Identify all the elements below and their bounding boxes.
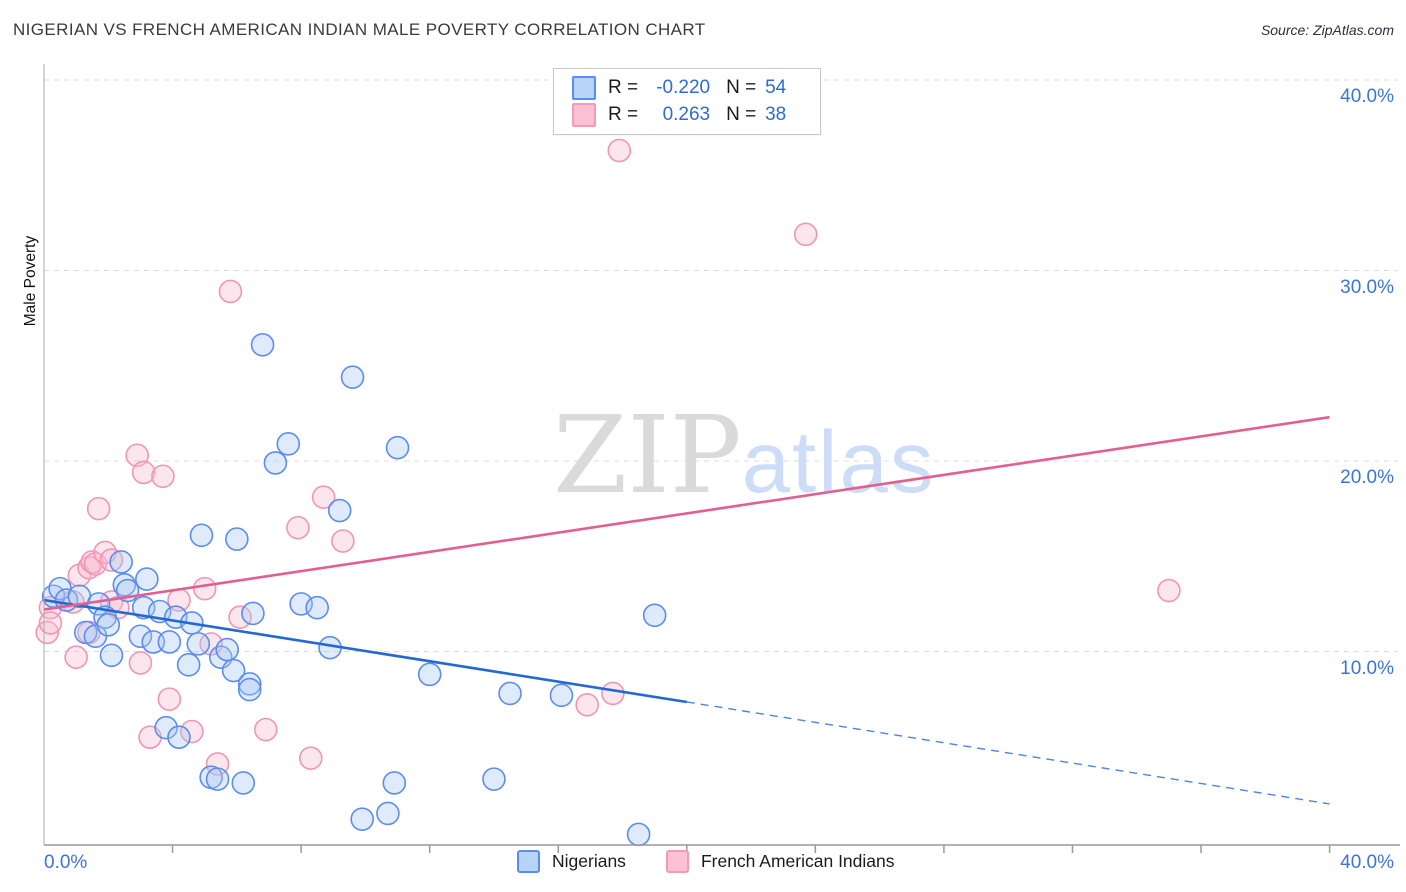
scatter-point-french-american-indians[interactable]: [151, 464, 175, 489]
scatter-point-french-american-indians[interactable]: [601, 681, 625, 706]
scatter-point-nigerians[interactable]: [549, 683, 574, 708]
page-title: NIGERIAN VS FRENCH AMERICAN INDIAN MALE …: [13, 20, 706, 39]
scatter-point-nigerians[interactable]: [205, 767, 230, 791]
series-legend: Nigerians French American Indians: [517, 850, 895, 873]
legend-item-nigerians[interactable]: Nigerians: [517, 850, 626, 873]
scatter-point-french-american-indians[interactable]: [286, 515, 310, 540]
source-attribution: Source: ZipAtlas.com: [1260, 22, 1394, 38]
scatter-point-french-american-indians[interactable]: [128, 651, 153, 675]
r-label: R =: [608, 76, 639, 98]
trendline-nigerians: [43, 598, 688, 704]
x-axis-min-label: 0.0%: [44, 852, 88, 873]
scatter-point-nigerians[interactable]: [276, 432, 301, 456]
scatter-point-nigerians[interactable]: [642, 603, 667, 628]
scatter-point-nigerians[interactable]: [237, 672, 262, 696]
scatter-point-nigerians[interactable]: [350, 807, 374, 831]
scatter-point-french-american-indians[interactable]: [228, 605, 252, 630]
scatter-point-nigerians[interactable]: [128, 624, 153, 649]
scatter-point-nigerians[interactable]: [237, 677, 262, 702]
scatter-point-french-american-indians[interactable]: [180, 719, 204, 744]
scatter-point-nigerians[interactable]: [382, 771, 407, 795]
scatter-point-french-american-indians[interactable]: [99, 548, 124, 572]
scatter-point-nigerians[interactable]: [157, 630, 182, 654]
r-value-nigerians: -0.220: [656, 76, 711, 98]
legend-item-french-american-indians[interactable]: French American Indians: [665, 850, 895, 873]
y-axis-tick-label: 30.0%: [1340, 276, 1394, 298]
r-value-french-american-indians: 0.263: [662, 103, 711, 125]
scatter-point-french-american-indians[interactable]: [64, 645, 88, 670]
scatter-point-nigerians[interactable]: [498, 681, 522, 706]
x-axis-max-label: 40.0%: [1340, 852, 1394, 873]
scatter-point-french-american-indians[interactable]: [38, 611, 63, 635]
scatter-point-nigerians[interactable]: [167, 725, 191, 750]
scatter-point-nigerians[interactable]: [231, 771, 256, 795]
scatter-point-nigerians[interactable]: [385, 435, 410, 460]
scatter-point-nigerians[interactable]: [250, 332, 275, 357]
trendline-french-american-indians: [43, 415, 1330, 611]
legend-row-french-american-indians: R = 0.263 N = 38: [572, 101, 810, 128]
scatter-point-french-american-indians[interactable]: [331, 529, 355, 553]
n-label: N =: [726, 103, 757, 125]
scatter-point-nigerians[interactable]: [176, 653, 201, 677]
nigerians-swatch: [572, 75, 596, 100]
scatter-point-nigerians[interactable]: [417, 662, 442, 687]
scatter-point-nigerians[interactable]: [96, 613, 121, 637]
legend-item-label: Nigerians: [552, 851, 626, 871]
scatter-point-nigerians[interactable]: [376, 801, 400, 826]
legend-item-label: French American Indians: [700, 851, 895, 871]
scatter-point-french-american-indians[interactable]: [131, 460, 156, 485]
trendline-nigerians-extrapolated: [686, 701, 1330, 805]
scatter-point-nigerians[interactable]: [327, 498, 352, 523]
scatter-point-french-american-indians[interactable]: [793, 222, 818, 247]
scatter-point-nigerians[interactable]: [99, 643, 124, 668]
scatter-point-french-american-indians[interactable]: [607, 138, 632, 163]
french-american-indians-swatch: [665, 850, 689, 873]
scatter-point-french-american-indians[interactable]: [298, 746, 323, 770]
legend-row-nigerians: R = -0.220 N = 54: [572, 74, 810, 101]
y-axis-title: Male Poverty: [22, 235, 39, 327]
scatter-point-nigerians[interactable]: [186, 632, 211, 656]
scatter-point-nigerians[interactable]: [305, 595, 329, 620]
scatter-point-nigerians[interactable]: [263, 451, 288, 475]
scatter-point-french-american-indians[interactable]: [157, 687, 182, 711]
scatter-point-french-american-indians[interactable]: [253, 717, 278, 742]
scatter-point-nigerians[interactable]: [154, 715, 178, 740]
scatter-point-french-american-indians[interactable]: [192, 576, 217, 601]
scatter-point-french-american-indians[interactable]: [575, 693, 599, 717]
scatter-point-nigerians[interactable]: [626, 822, 651, 847]
y-axis-tick-label: 10.0%: [1340, 657, 1394, 679]
scatter-point-french-american-indians[interactable]: [218, 279, 243, 304]
scatter-point-nigerians[interactable]: [221, 658, 246, 683]
scatter-point-nigerians[interactable]: [189, 523, 214, 548]
scatter-point-french-american-indians[interactable]: [1157, 578, 1181, 603]
scatter-point-nigerians[interactable]: [340, 365, 365, 389]
correlation-legend-box: R = -0.220 N = 54 R = 0.263 N = 38: [553, 68, 821, 135]
scatter-point-nigerians[interactable]: [215, 637, 239, 662]
nigerians-swatch: [517, 850, 540, 873]
scatter-point-french-american-indians[interactable]: [311, 485, 336, 509]
n-value-french-american-indians: 38: [765, 103, 787, 125]
scatter-point-french-american-indians[interactable]: [86, 496, 111, 521]
y-axis-tick-label: 40.0%: [1340, 86, 1394, 107]
n-value-nigerians: 54: [765, 76, 787, 98]
scatter-point-nigerians[interactable]: [482, 767, 506, 791]
r-label: R =: [608, 103, 639, 125]
watermark: ZIPatlas: [553, 394, 935, 518]
french-american-indians-swatch: [572, 102, 596, 127]
scatter-point-french-american-indians[interactable]: [35, 620, 60, 645]
scatter-point-nigerians[interactable]: [241, 601, 265, 626]
scatter-point-nigerians[interactable]: [109, 550, 133, 574]
scatter-point-nigerians[interactable]: [141, 630, 166, 654]
y-axis-tick-label: 20.0%: [1340, 467, 1394, 488]
n-label: N =: [726, 76, 757, 98]
scatter-point-nigerians[interactable]: [225, 527, 249, 551]
scatter-point-nigerians[interactable]: [135, 567, 159, 591]
